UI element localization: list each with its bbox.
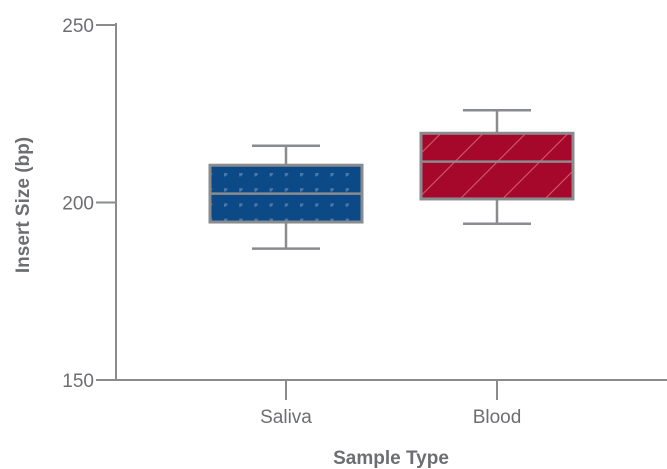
- y-axis-title: Insert Size (bp): [13, 137, 34, 273]
- x-tick-label: Saliva: [260, 407, 312, 428]
- boxes: [208, 108, 575, 250]
- x-ticks: Saliva Blood: [260, 380, 521, 428]
- y-tick-label: 200: [62, 194, 94, 215]
- y-ticks: 150 200 250: [62, 16, 116, 392]
- box-pattern: [421, 133, 573, 199]
- box-outline: [419, 131, 575, 201]
- x-tick-label: Blood: [473, 407, 522, 428]
- axes: [96, 23, 667, 381]
- box-saliva: [208, 144, 364, 250]
- x-axis-title: Sample Type: [333, 448, 449, 469]
- y-tick-label: 250: [62, 16, 94, 37]
- box-blood: [419, 108, 575, 226]
- y-tick-label: 150: [62, 371, 94, 392]
